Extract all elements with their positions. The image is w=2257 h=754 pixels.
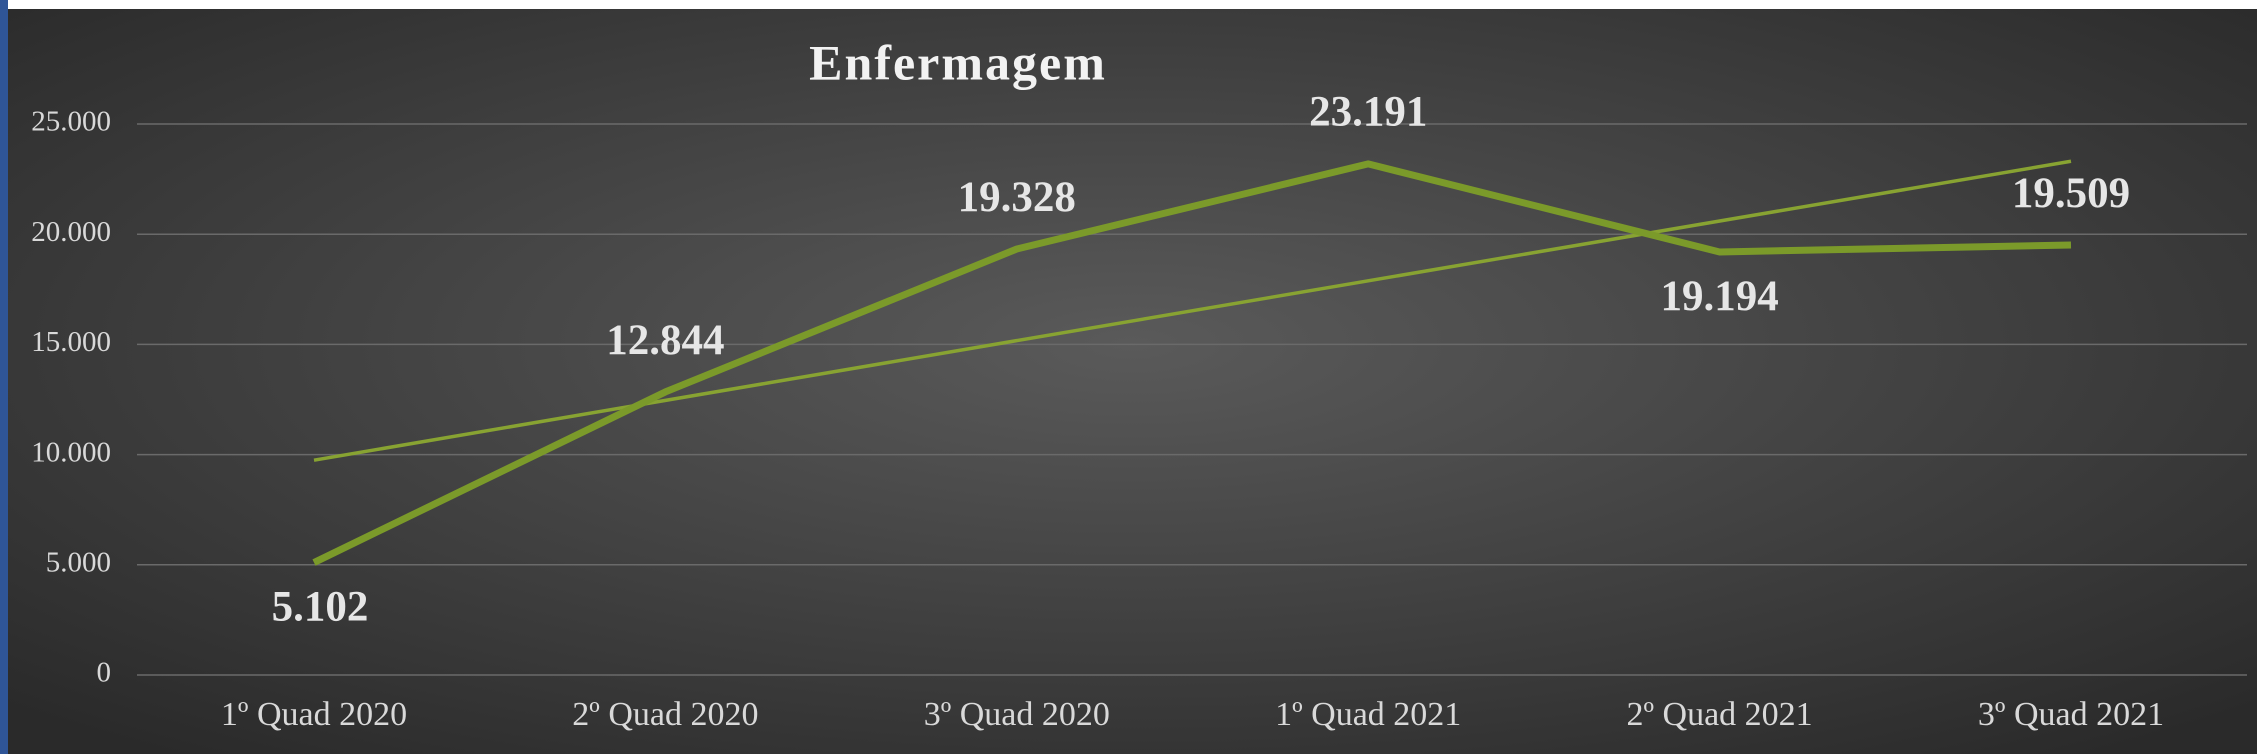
x-tick-label: 1º Quad 2020 [221, 696, 407, 733]
data-label: 12.844 [606, 317, 724, 364]
data-label: 19.328 [958, 174, 1076, 221]
chart-title: Enfermagem [809, 34, 1107, 90]
x-tick-label: 1º Quad 2021 [1275, 696, 1461, 733]
y-tick-label: 0 [97, 657, 112, 689]
x-tick-label: 3º Quad 2021 [1978, 696, 2164, 733]
x-tick-label: 2º Quad 2020 [572, 696, 758, 733]
data-label: 5.102 [272, 583, 369, 630]
plot-background [8, 9, 2257, 754]
y-tick-label: 20.000 [31, 216, 111, 248]
trendline [313, 159, 2072, 462]
data-label: 19.509 [2012, 170, 2130, 217]
y-tick-label: 15.000 [31, 326, 111, 358]
y-tick-label: 10.000 [31, 436, 111, 468]
data-line [312, 160, 2072, 566]
x-tick-label: 2º Quad 2021 [1627, 696, 1813, 733]
y-tick-label: 5.000 [46, 546, 111, 578]
data-label: 19.194 [1660, 273, 1778, 320]
left-border [0, 0, 8, 754]
y-tick-label: 25.000 [31, 106, 111, 138]
x-tick-label: 3º Quad 2020 [924, 696, 1110, 733]
data-label: 23.191 [1309, 89, 1427, 136]
